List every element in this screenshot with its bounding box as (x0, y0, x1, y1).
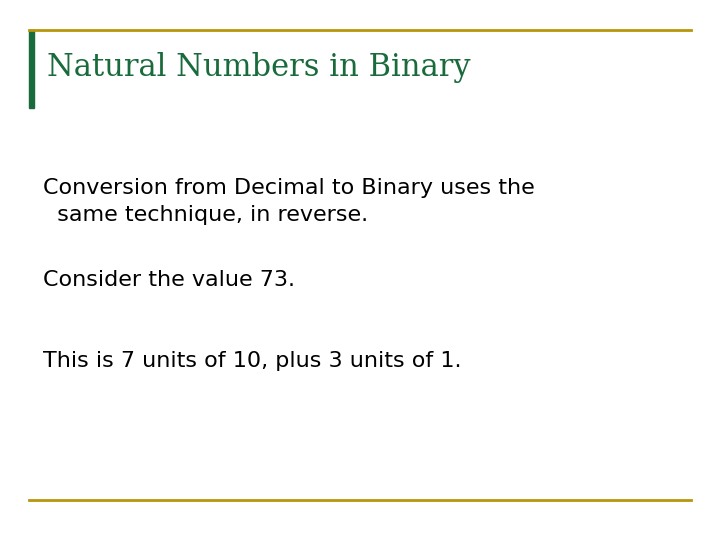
Bar (29, 30, 34, 108)
Text: Conversion from Decimal to Binary uses the
  same technique, in reverse.: Conversion from Decimal to Binary uses t… (43, 178, 535, 225)
Text: This is 7 units of 10, plus 3 units of 1.: This is 7 units of 10, plus 3 units of 1… (43, 351, 462, 371)
Text: Natural Numbers in Binary: Natural Numbers in Binary (47, 52, 470, 83)
Text: Consider the value 73.: Consider the value 73. (43, 270, 295, 290)
